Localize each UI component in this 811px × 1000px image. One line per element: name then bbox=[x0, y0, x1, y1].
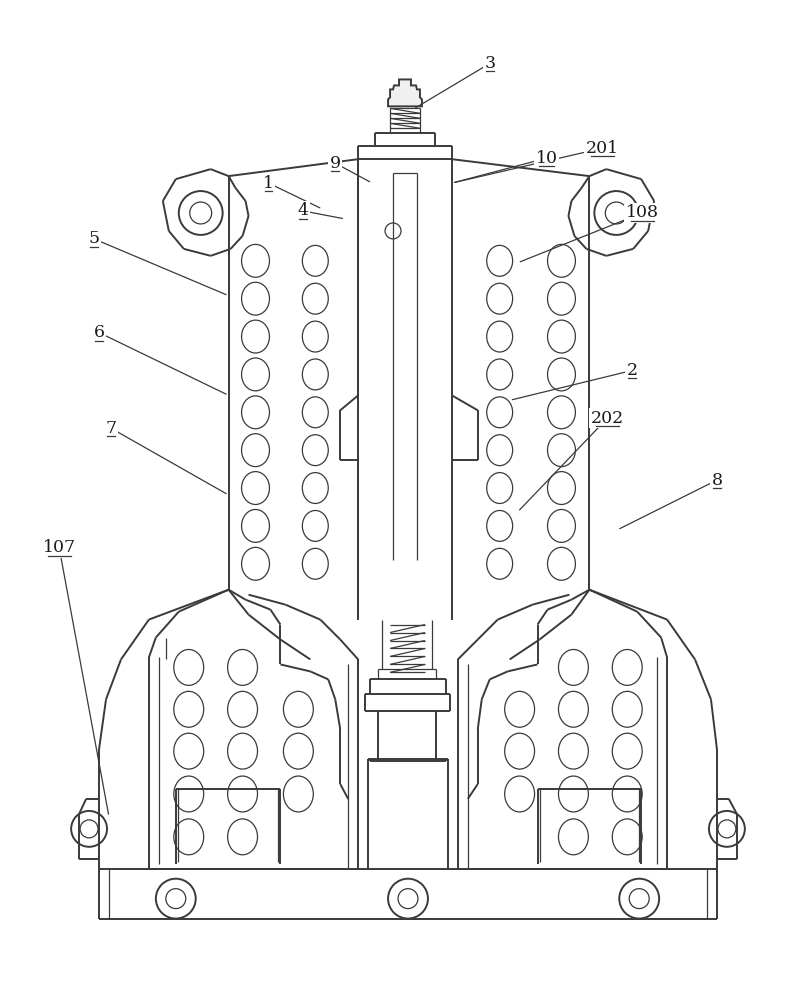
Polygon shape bbox=[388, 79, 422, 106]
Text: 107: 107 bbox=[42, 539, 75, 556]
Text: 1: 1 bbox=[263, 175, 273, 192]
Text: 9: 9 bbox=[329, 155, 341, 172]
Text: 7: 7 bbox=[105, 420, 117, 437]
Text: 201: 201 bbox=[585, 140, 618, 157]
Text: 2: 2 bbox=[626, 362, 637, 379]
Text: 10: 10 bbox=[535, 150, 557, 167]
Text: 5: 5 bbox=[88, 230, 100, 247]
Text: 108: 108 bbox=[625, 204, 658, 221]
Text: 6: 6 bbox=[93, 324, 105, 341]
Text: 3: 3 bbox=[483, 55, 495, 72]
Text: 8: 8 bbox=[710, 472, 722, 489]
Text: 202: 202 bbox=[590, 410, 623, 427]
Text: 4: 4 bbox=[298, 202, 308, 219]
